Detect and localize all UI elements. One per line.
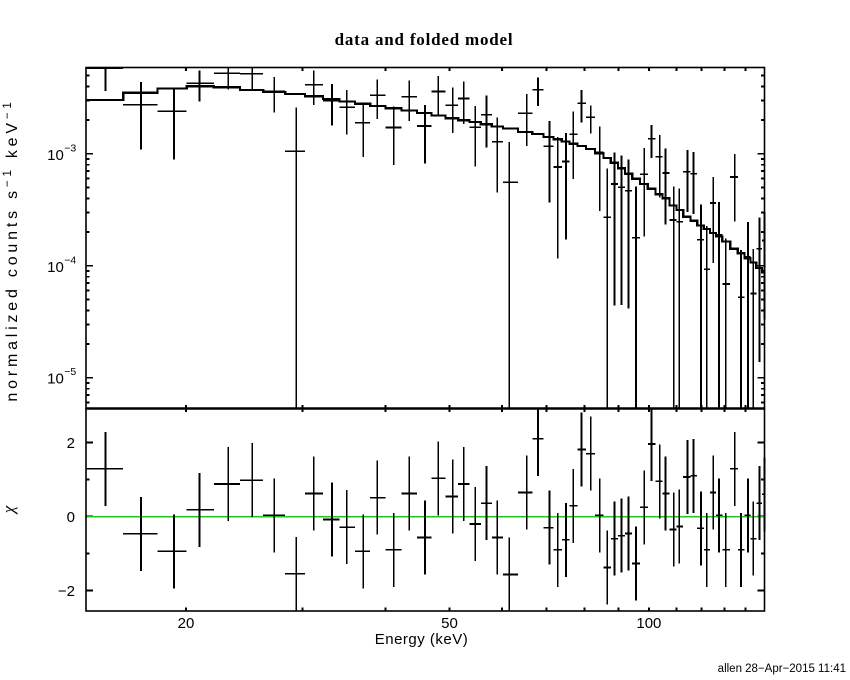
svg-text:10: 10: [47, 259, 64, 276]
svg-text:2: 2: [67, 435, 75, 452]
svg-text:data and folded model: data and folded model: [335, 30, 514, 49]
svg-text:Energy (keV): Energy (keV): [375, 631, 469, 648]
svg-text:20: 20: [178, 615, 195, 632]
svg-text:−4: −4: [64, 254, 76, 266]
svg-text:50: 50: [441, 615, 458, 632]
svg-text:10: 10: [47, 147, 64, 164]
svg-text:−5: −5: [64, 366, 76, 378]
svg-text:100: 100: [636, 615, 661, 632]
svg-text:0: 0: [67, 509, 75, 526]
svg-text:−3: −3: [64, 143, 76, 155]
svg-text:allen 28−Apr−2015 11:41: allen 28−Apr−2015 11:41: [718, 663, 846, 675]
svg-text:χ: χ: [0, 505, 18, 515]
svg-text:normalized counts s−1 keV−1: normalized counts s−1 keV−1: [2, 98, 21, 401]
svg-text:−2: −2: [58, 583, 75, 600]
svg-text:10: 10: [47, 371, 64, 388]
